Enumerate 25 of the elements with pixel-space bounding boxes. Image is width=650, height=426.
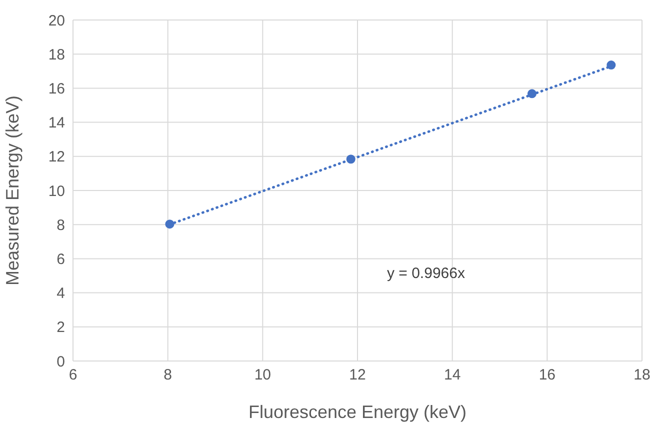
x-tick-label: 14 <box>444 366 461 384</box>
y-tick-label: 20 <box>48 12 65 30</box>
x-tick-label: 10 <box>254 366 272 384</box>
annotation: y = 0.9966x <box>387 265 465 282</box>
y-tick-label: 8 <box>56 216 65 234</box>
x-tick-label: 16 <box>538 366 556 384</box>
y-axis-title: Measured Energy (keV) <box>2 95 22 286</box>
x-tick-label: 8 <box>164 366 172 384</box>
y-tick-label: 10 <box>48 182 65 200</box>
x-tick-label: 6 <box>68 366 78 384</box>
y-tick-label: 12 <box>48 148 65 166</box>
y-tick-label: 6 <box>56 251 65 268</box>
y-tick-label: 18 <box>48 46 65 64</box>
x-tick-label: 18 <box>634 366 650 384</box>
y-tick-label: 0 <box>56 353 65 370</box>
point <box>606 60 616 70</box>
y-tick-label: 4 <box>56 285 65 302</box>
point <box>346 154 356 164</box>
y-tick-label: 16 <box>48 80 65 98</box>
x-axis-title: Fluorescence Energy (keV) <box>248 402 467 422</box>
y-tick-label: 2 <box>56 319 65 336</box>
point <box>165 220 174 229</box>
x-tick-label: 12 <box>349 366 366 384</box>
point <box>527 89 537 98</box>
y-tick-label: 14 <box>48 114 65 132</box>
